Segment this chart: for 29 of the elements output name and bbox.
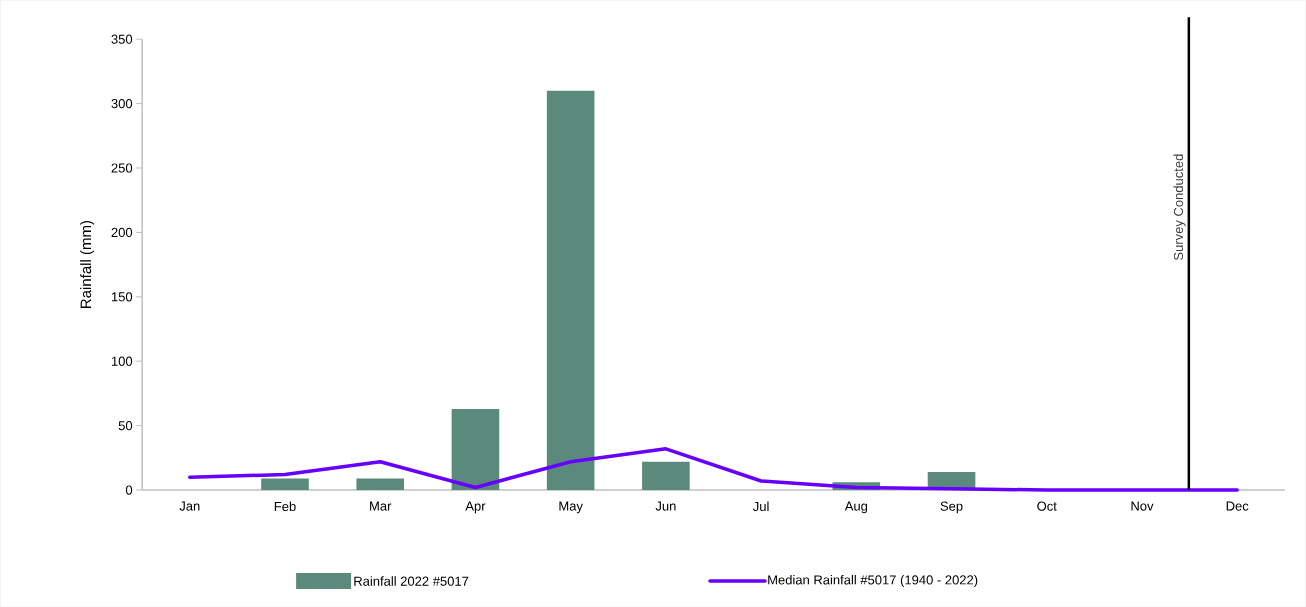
x-tick-label: Jun xyxy=(655,501,676,511)
y-tick-label: 100 xyxy=(111,356,133,366)
x-tick-label: Apr xyxy=(465,501,486,514)
x-tick-label: Oct xyxy=(1037,501,1057,511)
bar xyxy=(642,461,690,490)
x-tick-label: Feb xyxy=(274,501,296,512)
x-tick-label: Dec xyxy=(1226,501,1249,511)
legend-label: Median Rainfall #5017 (1940 - 2022) xyxy=(768,574,978,587)
bar xyxy=(261,478,309,490)
y-tick-label: 350 xyxy=(111,34,133,44)
x-tick-label: May xyxy=(559,501,583,514)
annotation: Survey Conducted xyxy=(1173,154,1186,260)
y-tick-label: 300 xyxy=(111,98,133,109)
x-tick-label: Mar xyxy=(370,501,392,511)
x-tick-label: Aug xyxy=(844,501,868,514)
y-tick-label: 150 xyxy=(111,292,133,302)
bar xyxy=(356,478,405,490)
y-axis-title: Rainfall (mm) xyxy=(80,220,95,308)
y-tick-label: 200 xyxy=(111,227,133,237)
y-tick-label: 50 xyxy=(118,420,133,431)
bar xyxy=(451,408,500,490)
x-tick-label: Jul xyxy=(752,501,769,512)
x-tick-label: Nov xyxy=(1131,501,1154,511)
y-tick-label: 250 xyxy=(111,163,133,173)
bar xyxy=(546,90,595,490)
legend-label: Rainfall 2022 #5017 xyxy=(354,576,469,586)
x-tick-label: Jan xyxy=(179,501,200,511)
y-tick-label: 0 xyxy=(125,485,133,495)
x-tick-label: Sep xyxy=(940,501,963,514)
